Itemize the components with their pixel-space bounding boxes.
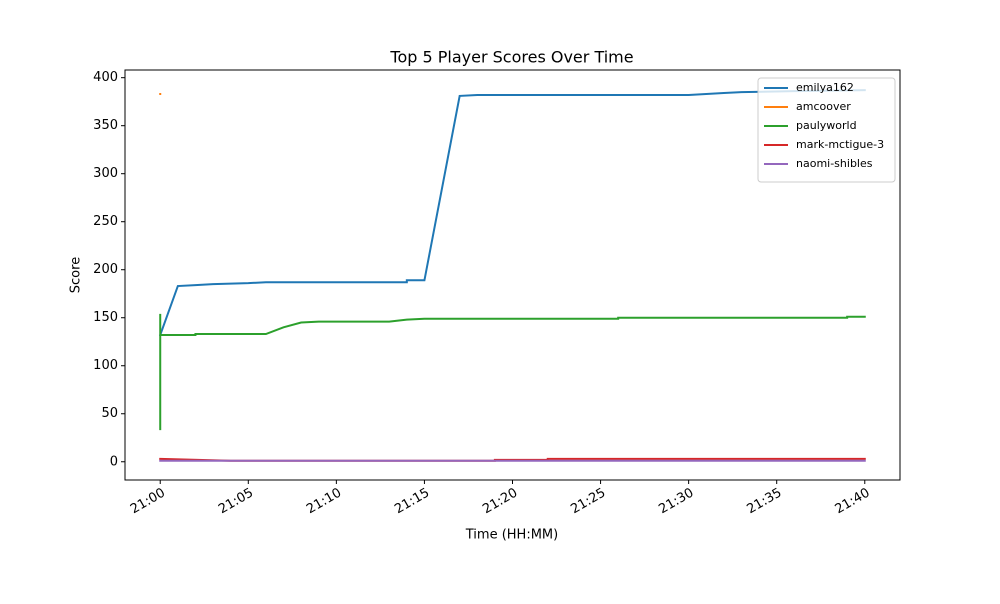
y-tick-label: 150 xyxy=(93,310,118,325)
legend-box xyxy=(757,77,896,183)
y-tick-label: 50 xyxy=(101,406,118,421)
y-tick-label: 0 xyxy=(110,454,118,469)
x-axis-label: Time (HH:MM) xyxy=(465,528,558,543)
chart-title: Top 5 Player Scores Over Time xyxy=(389,48,633,67)
y-tick-label: 200 xyxy=(93,262,118,277)
y-tick-label: 400 xyxy=(93,70,118,85)
plot-area xyxy=(158,89,866,462)
series-line xyxy=(158,89,866,337)
y-axis-label: Score xyxy=(69,257,84,293)
y-tick-label: 100 xyxy=(93,358,118,373)
y-tick-label: 250 xyxy=(93,214,118,229)
legend-label: mark-mctigue-3 xyxy=(796,138,884,151)
series-line xyxy=(159,313,866,431)
y-tick-label: 300 xyxy=(93,166,118,181)
y-tick-label: 350 xyxy=(93,118,118,133)
legend-label: naomi-shibles xyxy=(796,157,873,170)
legend-label: amcoover xyxy=(796,100,851,113)
legend-label: paulyworld xyxy=(796,119,857,132)
legend-label: emilya162 xyxy=(796,81,854,94)
